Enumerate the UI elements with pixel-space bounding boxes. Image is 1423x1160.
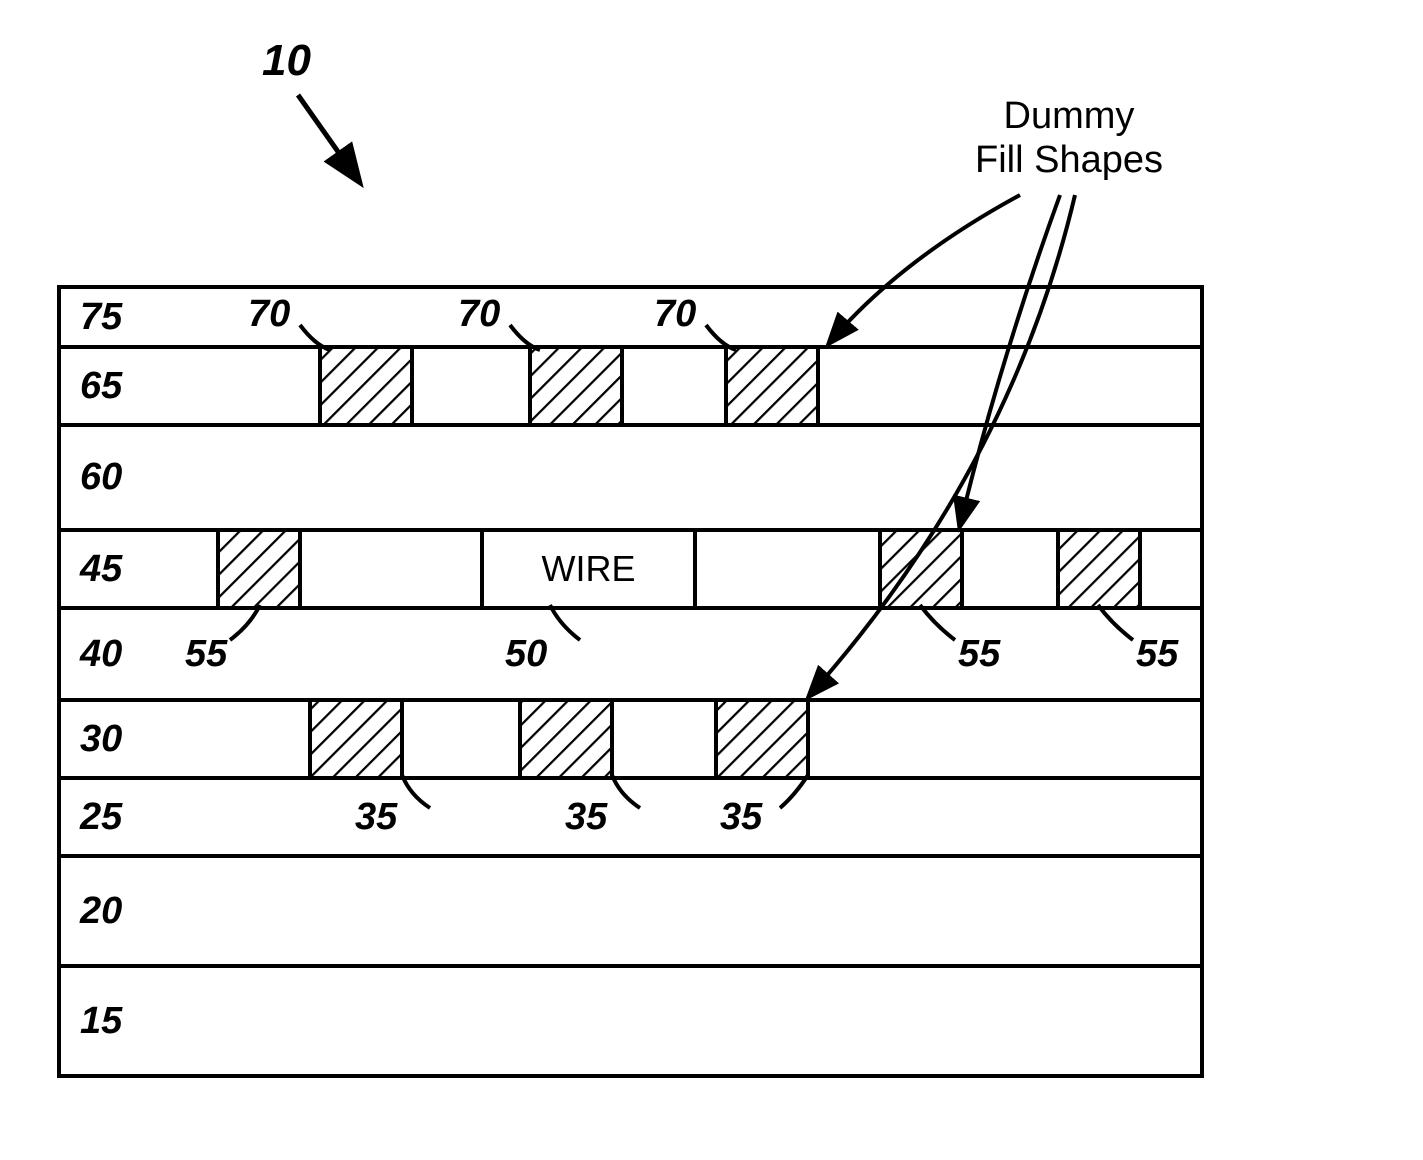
ref-35-a: 35: [355, 796, 397, 839]
row-label-25: 25: [80, 796, 122, 839]
ref-55-b: 55: [958, 633, 1000, 676]
ref-50: 50: [505, 633, 547, 676]
row-label-75: 75: [80, 296, 122, 339]
row-label-20: 20: [80, 890, 122, 933]
ref-55-a: 55: [185, 633, 227, 676]
row-label-30: 30: [80, 718, 122, 761]
fill-shapes-row-65: [320, 347, 818, 425]
ref-50-leader: [550, 605, 580, 640]
row-label-65: 65: [80, 365, 122, 408]
diagram-svg: [0, 0, 1423, 1160]
layer-table: [59, 287, 1202, 1076]
wire-label: WIRE: [482, 548, 695, 590]
row-label-15: 15: [80, 1000, 122, 1043]
ref-35-c: 35: [720, 796, 762, 839]
ref-70-c: 70: [654, 293, 696, 336]
figure-number-arrow: [298, 95, 358, 180]
callout-arrows: [810, 195, 1075, 695]
row-label-40: 40: [80, 633, 122, 676]
ref-70-b: 70: [458, 293, 500, 336]
row-label-60: 60: [80, 456, 122, 499]
diagram-canvas: 10 Dummy Fill Shapes: [0, 0, 1423, 1160]
ref-35-b: 35: [565, 796, 607, 839]
ref-70-a: 70: [248, 293, 290, 336]
row-label-45: 45: [80, 548, 122, 591]
ref-55-c: 55: [1136, 633, 1178, 676]
fill-shapes-row-30: [310, 700, 808, 778]
